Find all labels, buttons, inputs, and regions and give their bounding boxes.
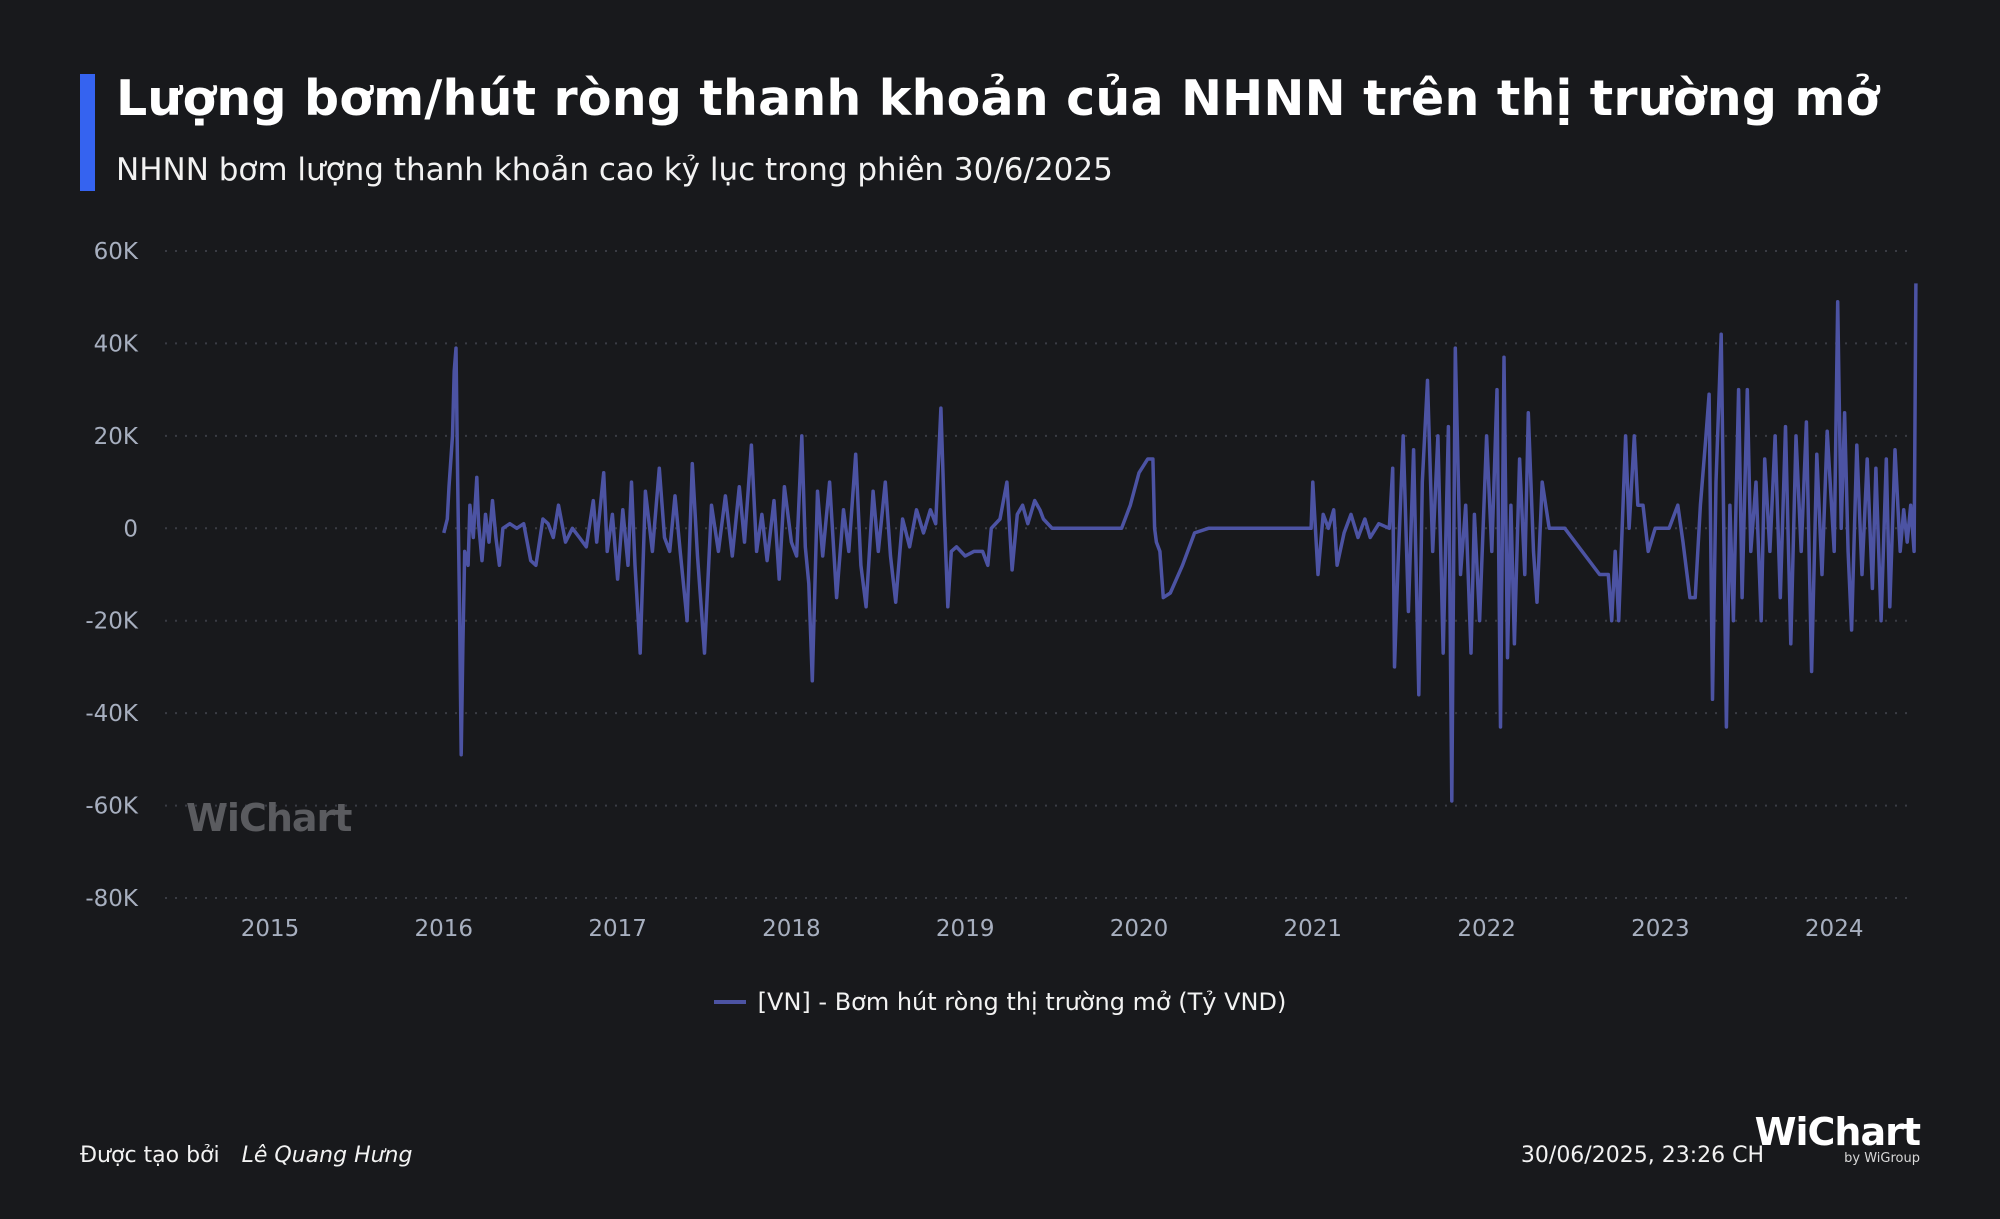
- x-tick-label: 2023: [1631, 916, 1690, 942]
- y-tick-label: 0: [123, 516, 138, 542]
- created-by-label: Được tạo bởi: [80, 1143, 220, 1168]
- legend[interactable]: [VN] - Bơm hút ròng thị trường mở (Tỷ VN…: [0, 988, 2000, 1016]
- y-tick-label: -60K: [85, 794, 139, 820]
- footer-timestamp: 30/06/2025, 23:26 CH: [1520, 1143, 1764, 1168]
- gridlines: [165, 250, 1915, 899]
- brand-sub: by WiGroup: [1844, 1151, 1920, 1166]
- title-accent-bar: [80, 74, 95, 191]
- author-name: Lê Quang Hưng: [241, 1143, 413, 1168]
- series-line[interactable]: [442, 283, 1918, 803]
- y-tick-label: -40K: [85, 701, 139, 727]
- x-tick-label: 2021: [1284, 916, 1343, 942]
- x-tick-label: 2024: [1805, 916, 1864, 942]
- x-tick-label: 2017: [588, 916, 647, 942]
- chart-title: Lượng bơm/hút ròng thanh khoản của NHNN …: [116, 70, 1880, 127]
- x-tick-label: 2015: [241, 916, 300, 942]
- y-axis-labels: 60K 40K 20K 0 -20K -40K -60K -80K: [85, 239, 139, 912]
- x-axis-labels: 2015 2016 2017 2018 2019 2020 2021 2022 2023 2024: [241, 916, 1864, 942]
- brand-logo[interactable]: WiChart by WiGroup: [1754, 1110, 1921, 1166]
- y-tick-label: -80K: [85, 886, 139, 912]
- y-tick-label: -20K: [85, 609, 139, 635]
- brand-name: WiChart: [1754, 1110, 1921, 1154]
- x-tick-label: 2022: [1457, 916, 1516, 942]
- legend-line-icon: [713, 1000, 746, 1004]
- x-tick-label: 2020: [1110, 916, 1169, 942]
- y-tick-label: 40K: [94, 331, 139, 357]
- y-tick-label: 60K: [94, 239, 139, 265]
- x-tick-label: 2018: [762, 916, 821, 942]
- watermark-logo: WiChart: [186, 796, 352, 840]
- footer-credit: Được tạo bởi Lê Quang Hưng: [80, 1143, 412, 1168]
- legend-label: [VN] - Bơm hút ròng thị trường mở (Tỷ VN…: [757, 988, 1287, 1016]
- chart-subtitle: NHNN bơm lượng thanh khoản cao kỷ lục tr…: [116, 152, 1113, 188]
- y-tick-label: 20K: [94, 424, 139, 450]
- x-tick-label: 2019: [936, 916, 995, 942]
- x-tick-label: 2016: [415, 916, 474, 942]
